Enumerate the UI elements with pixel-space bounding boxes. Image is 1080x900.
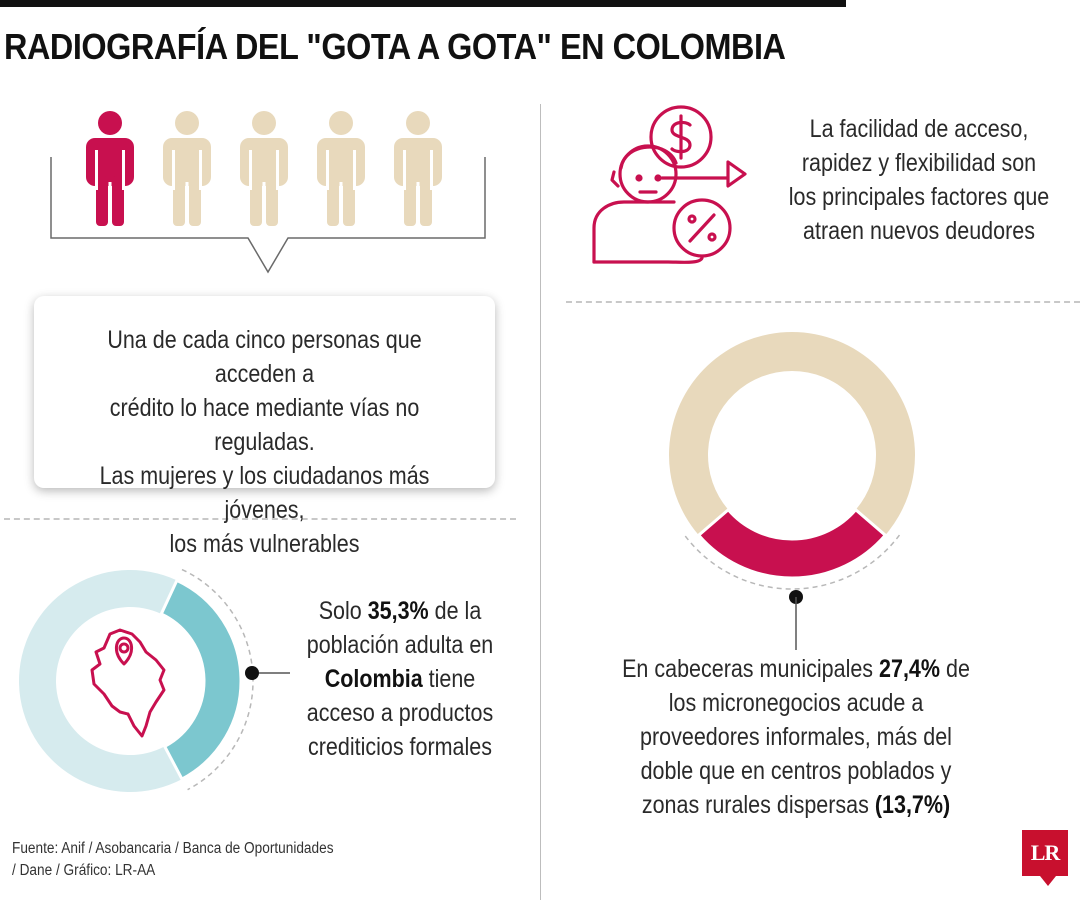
factors-text-line: los principales factores que xyxy=(788,183,1050,211)
callout-box xyxy=(34,296,495,488)
micro-text-line: proveedores informales, más del xyxy=(640,723,952,751)
donut-segment-remainder xyxy=(669,331,915,536)
factors-text-line: rapidez y flexibilidad son xyxy=(801,149,1037,177)
micro-text-line: En cabeceras municipales 27,4% de xyxy=(622,655,970,683)
access-text-line: población adulta en xyxy=(306,631,494,659)
access-text-line: crediticios formales xyxy=(307,733,492,761)
people-text-line: los más vulnerables xyxy=(169,530,360,558)
section-divider-left xyxy=(4,518,516,520)
micro-text-line: doble que en centros poblados y xyxy=(640,757,952,785)
people-text-line: crédito lo hace mediante vías no regulad… xyxy=(109,394,420,456)
person-icon xyxy=(86,111,134,228)
access-text: Solo 35,3% de la población adulta en Col… xyxy=(302,594,498,764)
rural-percentage: (13,7%) xyxy=(874,791,951,819)
donut-segment-remainder xyxy=(18,570,182,792)
lr-logo-tail xyxy=(1040,876,1056,886)
access-percentage: 35,3% xyxy=(367,597,429,625)
page-title: RADIOGRAFÍA DEL "GOTA A GOTA" EN COLOMBI… xyxy=(4,26,786,67)
micro-percentage: 27,4% xyxy=(879,655,941,683)
micro-text-line: zonas rurales dispersas (13,7%) xyxy=(641,791,951,819)
factors-text: La facilidad de acceso, rapidez y flexib… xyxy=(786,112,1053,248)
column-divider xyxy=(540,104,541,900)
lr-logo: LR xyxy=(1022,830,1068,876)
person-icon xyxy=(317,111,365,228)
access-text-line: acceso a productos xyxy=(306,699,494,727)
section-divider-right xyxy=(566,301,1080,303)
access-text-line: Solo 35,3% de la xyxy=(318,597,482,625)
source-note: Fuente: Anif / Asobancaria / Banca de Op… xyxy=(12,838,346,882)
donut-segment-informal xyxy=(696,507,888,580)
person-icon xyxy=(240,111,288,228)
source-line: Fuente: Anif / Asobancaria / Banca de Op… xyxy=(12,840,334,857)
source-line: / Dane / Gráfico: LR-AA xyxy=(12,862,156,879)
person-icon xyxy=(394,111,442,228)
micro-text: En cabeceras municipales 27,4% de los mi… xyxy=(619,652,973,822)
micro-text-line: los micronegocios acude a xyxy=(668,689,924,717)
donut-segment-access xyxy=(159,578,243,782)
access-text-line: Colombia tiene xyxy=(324,665,476,693)
people-text-line: Las mujeres y los ciudadanos más jóvenes… xyxy=(99,462,430,524)
people-text: Una de cada cinco personas que acceden a… xyxy=(66,323,462,561)
factors-text-line: atraen nuevos deudores xyxy=(803,217,1035,245)
top-rule xyxy=(0,0,846,7)
factors-text-line: La facilidad de acceso, xyxy=(809,115,1029,143)
person-icon xyxy=(163,111,211,228)
people-text-line: Una de cada cinco personas que acceden a xyxy=(107,326,422,388)
